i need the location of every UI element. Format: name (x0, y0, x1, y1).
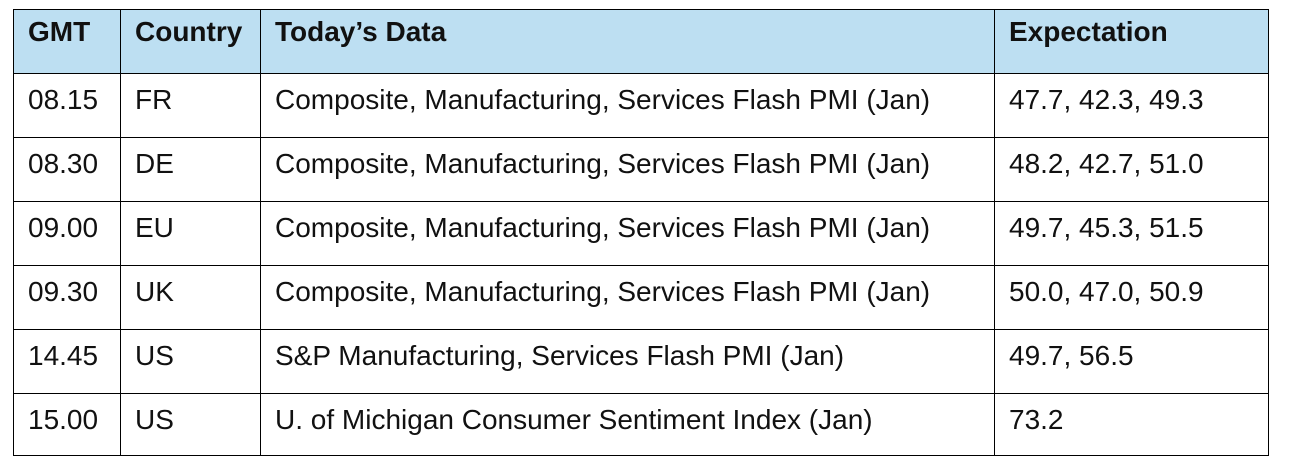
cell-expectation: 49.7, 45.3, 51.5 (994, 201, 1269, 266)
cell-data: Composite, Manufacturing, Services Flash… (260, 73, 995, 138)
table-row: 09.00 EU Composite, Manufacturing, Servi… (13, 201, 1269, 266)
cell-expectation: 49.7, 56.5 (994, 329, 1269, 394)
cell-data: Composite, Manufacturing, Services Flash… (260, 265, 995, 330)
table-row: 08.15 FR Composite, Manufacturing, Servi… (13, 73, 1269, 138)
cell-data: Composite, Manufacturing, Services Flash… (260, 201, 995, 266)
cell-data: U. of Michigan Consumer Sentiment Index … (260, 393, 995, 456)
cell-gmt: 14.45 (13, 329, 121, 394)
cell-country: FR (120, 73, 261, 138)
header-todays-data: Today’s Data (260, 9, 995, 74)
cell-gmt: 09.30 (13, 265, 121, 330)
table-row: 09.30 UK Composite, Manufacturing, Servi… (13, 265, 1269, 330)
cell-expectation: 50.0, 47.0, 50.9 (994, 265, 1269, 330)
header-country: Country (120, 9, 261, 74)
cell-gmt: 09.00 (13, 201, 121, 266)
cell-expectation: 47.7, 42.3, 49.3 (994, 73, 1269, 138)
header-gmt: GMT (13, 9, 121, 74)
cell-gmt: 08.15 (13, 73, 121, 138)
cell-gmt: 15.00 (13, 393, 121, 456)
table-row: 08.30 DE Composite, Manufacturing, Servi… (13, 137, 1269, 202)
cell-country: US (120, 329, 261, 394)
cell-country: EU (120, 201, 261, 266)
cell-data: S&P Manufacturing, Services Flash PMI (J… (260, 329, 995, 394)
cell-country: UK (120, 265, 261, 330)
cell-expectation: 73.2 (994, 393, 1269, 456)
table-row: 15.00 US U. of Michigan Consumer Sentime… (13, 393, 1269, 456)
header-expectation: Expectation (994, 9, 1269, 74)
cell-country: DE (120, 137, 261, 202)
cell-country: US (120, 393, 261, 456)
cell-gmt: 08.30 (13, 137, 121, 202)
table-row: 14.45 US S&P Manufacturing, Services Fla… (13, 329, 1269, 394)
cell-data: Composite, Manufacturing, Services Flash… (260, 137, 995, 202)
economic-calendar-table: GMT Country Today’s Data Expectation 08.… (13, 9, 1269, 456)
cell-expectation: 48.2, 42.7, 51.0 (994, 137, 1269, 202)
header-row: GMT Country Today’s Data Expectation (13, 9, 1269, 74)
